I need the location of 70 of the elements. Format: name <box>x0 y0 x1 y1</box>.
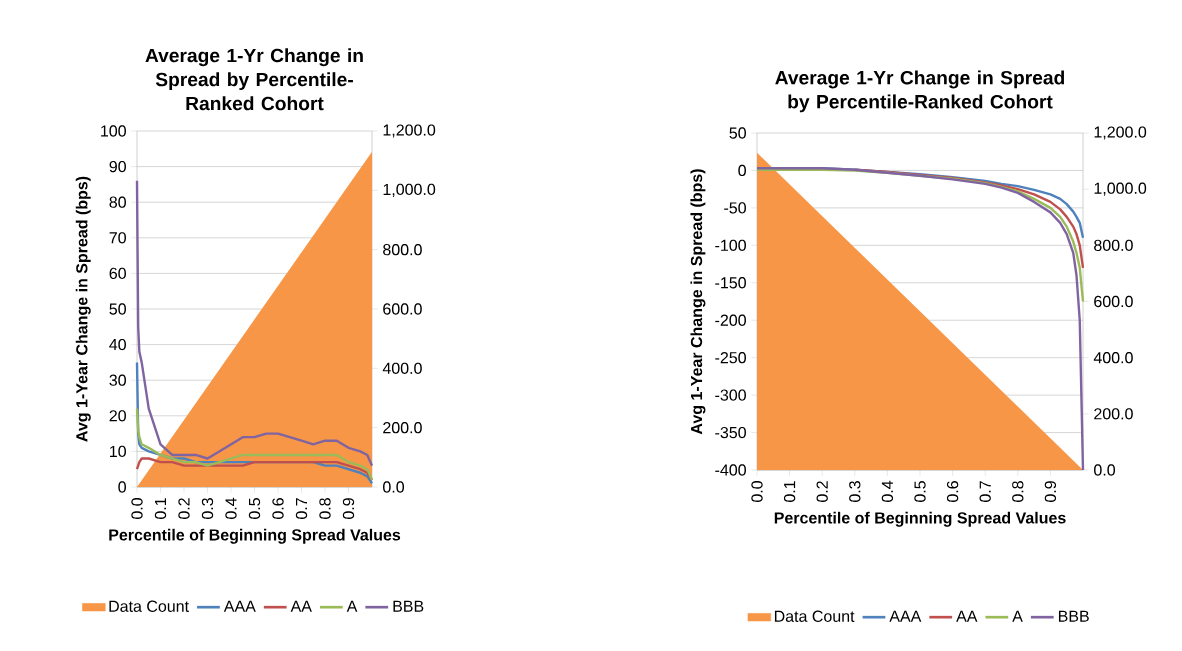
y-tick-label: 30 <box>109 374 126 386</box>
y2-tick-label: 400.0 <box>1093 352 1133 364</box>
legend-label: A <box>1012 610 1023 622</box>
y2-tick-label: 200.0 <box>1094 408 1133 420</box>
y-tick-label: 50 <box>729 127 746 139</box>
y-tick-label: -200 <box>715 314 746 326</box>
x-tick-label: 0.0 <box>751 481 763 503</box>
y2-tick-label: 1,200.0 <box>383 124 436 138</box>
y-tick-label: 100 <box>101 125 126 137</box>
y2-tick-label: 200.0 <box>383 422 422 434</box>
y-tick-label: 10 <box>110 445 126 458</box>
legend-label: AA <box>290 600 312 612</box>
legend-label: Data Count <box>774 610 855 622</box>
chart-title: Average 1-Yr Change in Spread by Percentile-Ranked Cohort <box>775 70 1064 113</box>
x-tick-label: 0.2 <box>178 498 190 520</box>
x-tick-label: 0.9 <box>1044 481 1057 503</box>
y-axis-title: Avg 1-Year Change in Spread (bps) <box>75 176 91 442</box>
x-tick-label: 0.8 <box>1012 481 1024 503</box>
y-tick-label: -350 <box>715 426 746 439</box>
x-tick-label: 0.0 <box>131 498 143 520</box>
legend-label: Data Count <box>109 600 189 612</box>
y-tick-label: 20 <box>109 410 126 422</box>
x-tick-label: 0.5 <box>914 481 926 503</box>
legend-label: AA <box>956 610 978 622</box>
y-tick-label: -300 <box>715 389 746 401</box>
x-tick-label: 0.1 <box>783 481 796 503</box>
y-tick-label: -150 <box>715 277 746 289</box>
y-tick-label: 70 <box>109 232 126 244</box>
x-tick-label: 0.9 <box>342 498 355 520</box>
chart-title: Average 1-Yr Change in Spread by Percentile-Ranked Cohort <box>145 48 363 111</box>
y2-tick-label: 800.0 <box>1094 239 1133 251</box>
y-tick-label: 80 <box>109 196 126 208</box>
legend-label: BBB <box>1058 610 1089 622</box>
y-tick-label: 0 <box>118 481 126 493</box>
y-tick-label: -400 <box>715 464 746 476</box>
x-tick-label: 0.4 <box>881 480 894 503</box>
y2-tick-label: 600.0 <box>383 303 422 315</box>
x-tick-label: 0.2 <box>816 481 828 503</box>
x-tick-label: 0.4 <box>225 497 237 520</box>
x-axis-title: Percentile of Beginning Spread Values <box>109 528 401 544</box>
y2-tick-label: 800.0 <box>383 244 422 256</box>
y2-tick-label: 1,200.0 <box>1094 126 1147 140</box>
y2-tick-label: 1,000.0 <box>1094 182 1147 196</box>
y2-tick-label: 600.0 <box>1094 295 1133 308</box>
x-tick-label: 0.6 <box>272 498 284 520</box>
x-tick-label: 0.6 <box>946 481 959 503</box>
y-tick-label: 60 <box>109 267 126 280</box>
y2-tick-label: 1,000.0 <box>383 183 436 197</box>
x-tick-label: 0.5 <box>248 498 261 520</box>
legend-label: A <box>346 600 358 612</box>
y-tick-label: 90 <box>109 160 126 173</box>
legend-label: AAA <box>223 600 256 612</box>
x-tick-label: 0.3 <box>849 481 861 503</box>
y2-tick-label: 0.0 <box>1094 464 1116 476</box>
y-tick-label: -250 <box>715 352 746 364</box>
x-tick-label: 0.1 <box>154 498 167 520</box>
x-tick-label: 0.7 <box>295 498 308 520</box>
y-tick-label: 50 <box>109 303 126 315</box>
x-axis-title: Percentile of Beginning Spread Values <box>774 511 1066 527</box>
y-tick-label: -50 <box>724 202 746 214</box>
x-tick-label: 0.3 <box>201 498 214 520</box>
y-axis-title: Avg 1-Year Change in Spread (bps) <box>690 169 706 435</box>
legend-label: AAA <box>889 610 922 622</box>
x-tick-label: 0.8 <box>319 498 331 520</box>
legend-label: BBB <box>393 600 424 612</box>
y-tick-label: -100 <box>715 239 746 251</box>
x-tick-label: 0.7 <box>979 481 991 503</box>
y-tick-label: 0 <box>738 164 746 177</box>
y2-tick-label: 400.0 <box>382 362 422 374</box>
y-tick-label: 40 <box>109 338 126 351</box>
